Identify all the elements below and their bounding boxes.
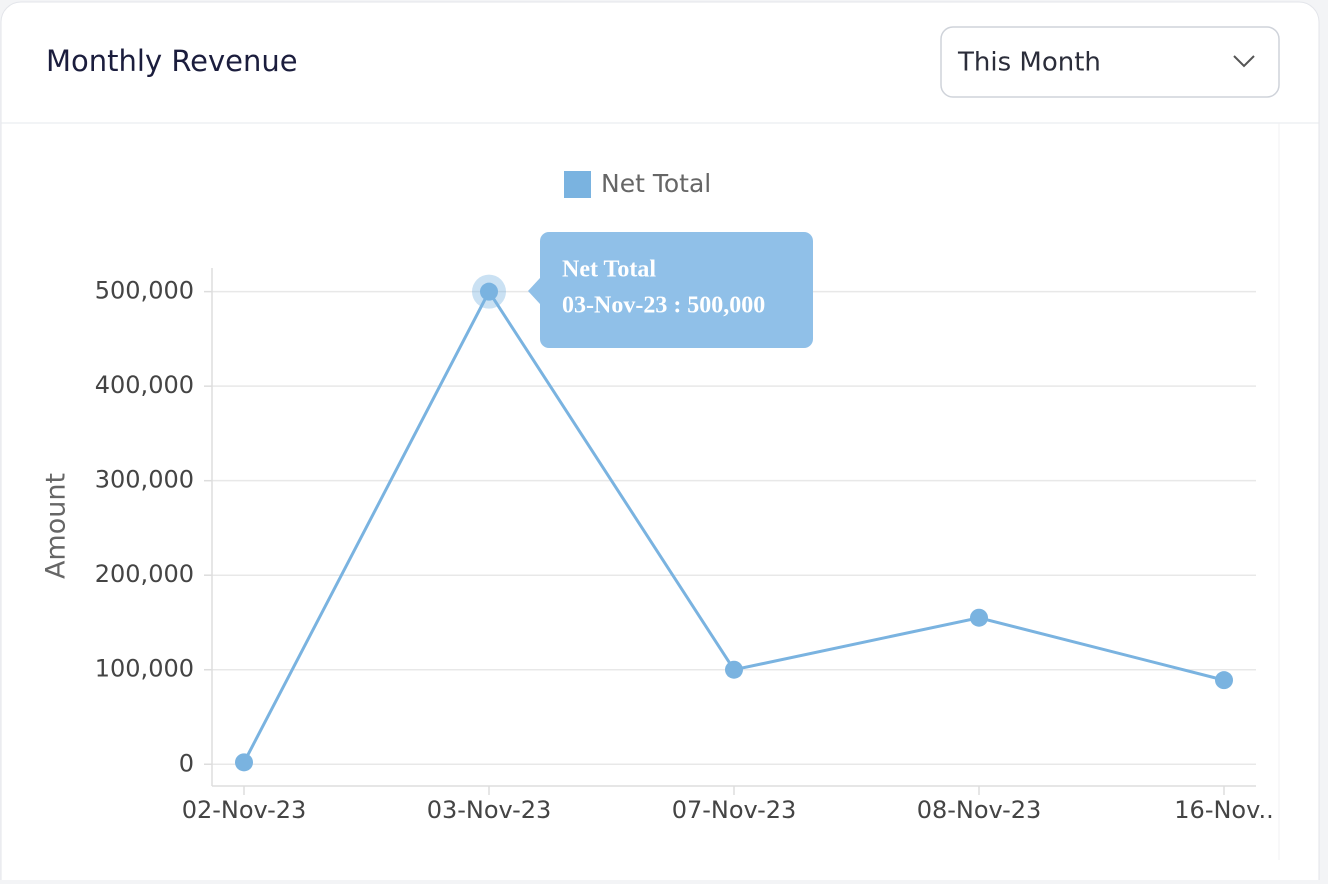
dropdown-value[interactable]: This Month	[957, 48, 1101, 78]
tooltip: Net Total 03-Nov-23 : 500,000	[528, 232, 813, 348]
y-tick-label: 500,000	[95, 277, 194, 305]
y-tick-label: 100,000	[95, 655, 194, 683]
y-tick-label: 400,000	[95, 371, 194, 399]
data-point[interactable]	[1215, 671, 1233, 690]
x-tick-label: 03-Nov-23	[427, 796, 552, 824]
y-tick-label: 200,000	[95, 560, 194, 588]
y-tick-label: 300,000	[95, 466, 194, 494]
data-point[interactable]	[480, 282, 498, 301]
dropdown[interactable]: This Month	[940, 26, 1280, 98]
card-title: Monthly Revenue	[46, 44, 298, 78]
legend-label[interactable]: Net Total	[601, 169, 711, 198]
tooltip-box	[540, 232, 813, 348]
y-tick-label: 0	[179, 749, 194, 777]
y-axis-title: Amount	[41, 473, 72, 579]
x-tick-label: 16-Nov..	[1174, 796, 1273, 824]
chevron[interactable]	[1233, 55, 1255, 68]
x-tick-label: 02-Nov-23	[182, 796, 307, 824]
tooltip-pointer	[528, 278, 540, 304]
legend-swatch	[564, 171, 591, 198]
tooltip-title: Net Total	[562, 257, 656, 283]
data-point[interactable]	[725, 660, 743, 679]
x-tick-label: 08-Nov-23	[917, 796, 1042, 824]
x-tick-label: 07-Nov-23	[672, 796, 797, 824]
dropdown-box[interactable]	[940, 26, 1280, 98]
tooltip-text: 03-Nov-23 : 500,000	[562, 293, 765, 319]
data-point[interactable]	[970, 608, 988, 627]
data-point[interactable]	[235, 753, 253, 772]
